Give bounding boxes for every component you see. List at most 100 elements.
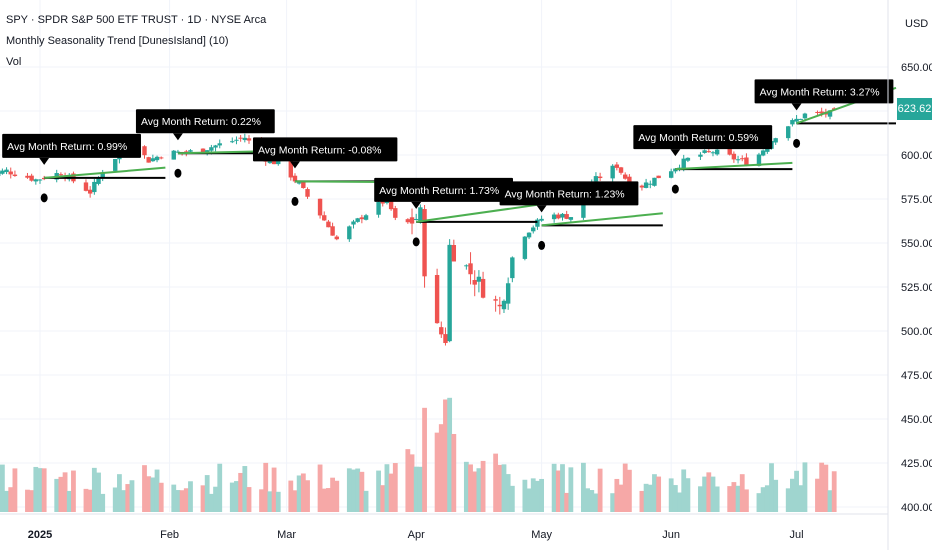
candle-body[interactable] xyxy=(560,214,564,218)
avg-return-label[interactable]: Avg Month Return: 0.99% xyxy=(7,141,127,153)
candle-body[interactable] xyxy=(230,141,234,142)
candle-body[interactable] xyxy=(615,164,619,167)
candle-body[interactable] xyxy=(326,222,330,228)
candle-body[interactable] xyxy=(552,215,556,220)
candle-body[interactable] xyxy=(439,327,443,334)
candle-body[interactable] xyxy=(535,220,539,227)
candle-body[interactable] xyxy=(464,265,468,266)
candle-body[interactable] xyxy=(447,245,451,341)
candle-body[interactable] xyxy=(92,182,96,192)
candle-body[interactable] xyxy=(656,176,660,178)
candle-body[interactable] xyxy=(238,138,242,139)
avg-return-label[interactable]: Avg Month Return: -0.08% xyxy=(258,144,382,156)
candle-body[interactable] xyxy=(59,174,63,175)
candle-body[interactable] xyxy=(0,171,4,174)
candle-body[interactable] xyxy=(376,202,380,215)
candle-body[interactable] xyxy=(155,157,159,160)
indicator-label[interactable]: Monthly Seasonality Trend [DunesIsland] … xyxy=(6,31,266,52)
candle-body[interactable] xyxy=(209,147,213,150)
candle-body[interactable] xyxy=(468,263,472,274)
candle-body[interactable] xyxy=(418,207,422,220)
candle-body[interactable] xyxy=(786,126,790,138)
candle-body[interactable] xyxy=(435,275,439,323)
candle-body[interactable] xyxy=(243,138,247,140)
candle-body[interactable] xyxy=(506,283,510,303)
avg-return-label[interactable]: Avg Month Return: 1.73% xyxy=(379,185,499,197)
candle-body[interactable] xyxy=(347,226,351,239)
candle-body[interactable] xyxy=(761,150,765,155)
candle-body[interactable] xyxy=(740,158,744,159)
candle-body[interactable] xyxy=(732,154,736,160)
candle-body[interactable] xyxy=(201,149,205,153)
avg-return-label[interactable]: Avg Month Return: 1.23% xyxy=(505,188,625,200)
candle-body[interactable] xyxy=(113,159,117,171)
candle-body[interactable] xyxy=(477,277,481,282)
candle-body[interactable] xyxy=(799,119,803,120)
candle-body[interactable] xyxy=(422,209,426,276)
candle-body[interactable] xyxy=(715,150,719,155)
candle-body[interactable] xyxy=(443,334,447,343)
candle-body[interactable] xyxy=(473,280,477,285)
candle-body[interactable] xyxy=(510,257,514,278)
candle-body[interactable] xyxy=(297,183,301,184)
candle-body[interactable] xyxy=(644,182,648,187)
candle-body[interactable] xyxy=(686,158,690,161)
candle-body[interactable] xyxy=(803,114,807,119)
candle-body[interactable] xyxy=(610,166,614,179)
candle-body[interactable] xyxy=(598,177,602,178)
candle-body[interactable] xyxy=(410,217,414,223)
candle-body[interactable] xyxy=(414,219,418,220)
avg-return-label[interactable]: Avg Month Return: 0.59% xyxy=(638,132,758,144)
candle-body[interactable] xyxy=(594,176,598,181)
candle-body[interactable] xyxy=(38,180,42,181)
candle-body[interactable] xyxy=(794,119,798,122)
candle-body[interactable] xyxy=(34,179,38,181)
candle-body[interactable] xyxy=(393,208,397,218)
candle-body[interactable] xyxy=(172,151,176,160)
candle-body[interactable] xyxy=(84,182,88,190)
candle-body[interactable] xyxy=(335,237,339,240)
candle-body[interactable] xyxy=(569,217,573,220)
candle-body[interactable] xyxy=(4,170,8,172)
symbol-title[interactable]: SPY · SPDR S&P 500 ETF TRUST · 1D · NYSE… xyxy=(6,10,266,31)
candle-body[interactable] xyxy=(218,143,222,145)
candle-body[interactable] xyxy=(623,175,627,179)
candle-body[interactable] xyxy=(698,155,702,157)
candle-body[interactable] xyxy=(711,152,715,153)
candle-body[interactable] xyxy=(188,150,192,152)
candle-body[interactable] xyxy=(9,172,13,175)
candle-body[interactable] xyxy=(25,176,29,178)
candle-body[interactable] xyxy=(523,237,527,259)
volume-label[interactable]: Vol xyxy=(6,52,266,73)
candle-body[interactable] xyxy=(351,222,355,225)
candle-body[interactable] xyxy=(556,215,560,219)
candle-body[interactable] xyxy=(364,215,368,220)
candle-body[interactable] xyxy=(318,199,322,216)
avg-return-label[interactable]: Avg Month Return: 0.22% xyxy=(141,116,261,128)
candle-body[interactable] xyxy=(640,186,644,188)
candle-body[interactable] xyxy=(142,146,146,155)
candle-body[interactable] xyxy=(159,157,163,158)
candle-body[interactable] xyxy=(502,301,506,309)
candle-body[interactable] xyxy=(481,279,485,298)
candle-body[interactable] xyxy=(773,138,777,142)
candle-body[interactable] xyxy=(234,140,238,141)
candle-body[interactable] xyxy=(564,214,568,219)
candle-body[interactable] xyxy=(815,112,819,113)
candle-body[interactable] xyxy=(707,151,711,152)
candle-body[interactable] xyxy=(305,189,309,197)
avg-return-label[interactable]: Avg Month Return: 3.27% xyxy=(760,86,880,98)
candle-body[interactable] xyxy=(669,171,673,178)
candle-body[interactable] xyxy=(493,299,497,300)
candle-body[interactable] xyxy=(360,217,364,219)
candle-body[interactable] xyxy=(301,182,305,188)
candle-body[interactable] xyxy=(13,175,17,176)
candle-body[interactable] xyxy=(247,138,251,140)
candle-body[interactable] xyxy=(29,176,33,181)
candle-body[interactable] xyxy=(682,159,686,169)
candle-body[interactable] xyxy=(790,120,794,124)
candle-body[interactable] xyxy=(406,219,410,222)
candle-body[interactable] xyxy=(322,215,326,220)
